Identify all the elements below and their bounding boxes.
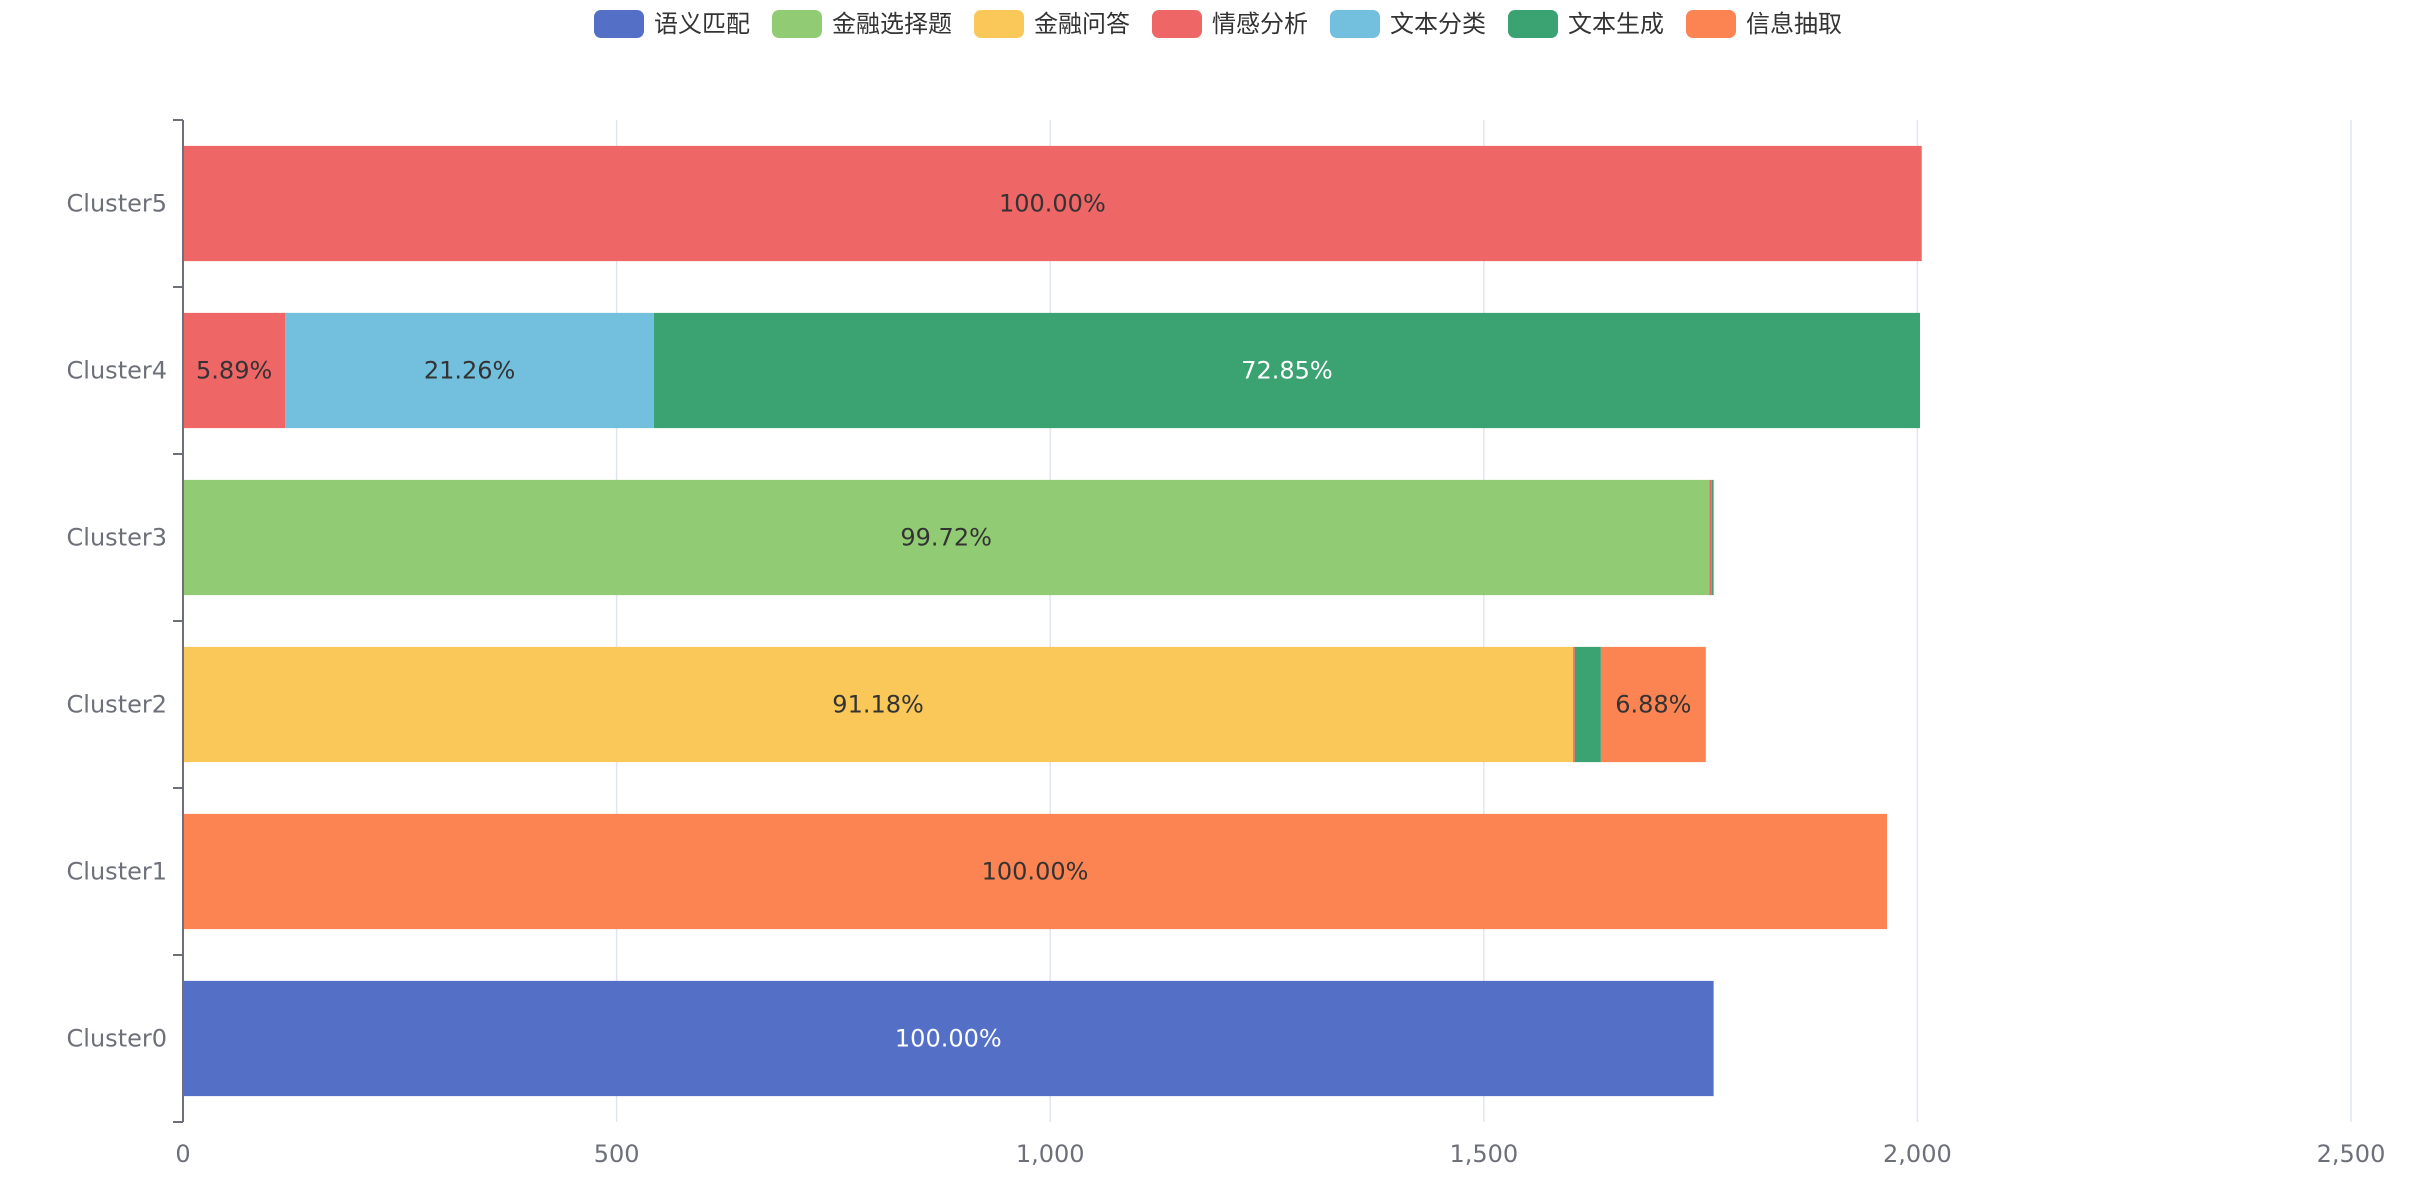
y-tick-label: Cluster5 [67, 190, 167, 218]
y-tick-label: Cluster0 [67, 1025, 167, 1053]
y-tick-label: Cluster1 [67, 858, 167, 886]
bar-segment-cluster3-series-1[interactable] [183, 479, 1710, 596]
legend-label: 信息抽取 [1746, 10, 1842, 38]
data-label: 72.85% [1241, 357, 1333, 385]
legend-label: 金融选择题 [832, 10, 952, 38]
axes-layer: Cluster0 Cluster1 Cluster2 Cluster3 Cluster4… [67, 119, 2386, 1168]
bar-segment-cluster4-series-5[interactable] [653, 312, 1921, 429]
bar-segment-cluster3-series-3[interactable] [1709, 479, 1712, 596]
x-tick-label: 1,500 [1449, 1140, 1518, 1168]
legend-item-6[interactable]: 信息抽取 [1686, 10, 1842, 38]
legend-swatch [594, 10, 644, 38]
y-tick-label: Cluster3 [67, 524, 167, 552]
legend-item-5[interactable]: 文本生成 [1508, 10, 1664, 38]
bar-segment-cluster4-series-3[interactable] [183, 312, 286, 429]
legend-item-2[interactable]: 金融问答 [974, 10, 1130, 38]
legend-item-0[interactable]: 语义匹配 [594, 10, 750, 38]
x-tick-label: 2,500 [2317, 1140, 2386, 1168]
bar-segment-cluster5-series-3[interactable] [183, 145, 1922, 262]
data-label: 91.18% [832, 691, 924, 719]
y-tick-label: Cluster4 [67, 357, 167, 385]
legend-item-1[interactable]: 金融选择题 [772, 10, 952, 38]
data-label: 100.00% [999, 190, 1106, 218]
legend-swatch [1508, 10, 1558, 38]
x-tick-label: 2,000 [1883, 1140, 1952, 1168]
data-label: 5.89% [196, 357, 272, 385]
legend-item-4[interactable]: 文本分类 [1330, 10, 1486, 38]
data-label: 6.88% [1615, 691, 1691, 719]
legend-label: 文本分类 [1390, 10, 1486, 38]
bar-segment-cluster1-series-6[interactable] [183, 813, 1888, 930]
legend[interactable]: 语义匹配 金融选择题 金融问答 情感分析 文本分类 文本生成 信息抽取 [594, 10, 1842, 38]
x-tick-label: 500 [594, 1140, 640, 1168]
bar-segment-cluster2-series-3[interactable] [1573, 646, 1575, 763]
bar-segment-cluster4-series-4[interactable] [285, 312, 654, 429]
legend-swatch [772, 10, 822, 38]
data-label: 100.00% [895, 1025, 1002, 1053]
data-label: 21.26% [424, 357, 516, 385]
x-tick-label: 1,000 [1016, 1140, 1085, 1168]
bar-segment-cluster2-series-5[interactable] [1574, 646, 1601, 763]
legend-item-3[interactable]: 情感分析 [1152, 10, 1308, 38]
legend-swatch [1686, 10, 1736, 38]
legend-label: 金融问答 [1034, 10, 1130, 38]
legend-label: 情感分析 [1212, 10, 1308, 38]
legend-swatch [974, 10, 1024, 38]
bar-segment-cluster3-series-5[interactable] [1711, 479, 1714, 596]
bar-segment-cluster0-series-0[interactable] [183, 980, 1714, 1097]
data-labels-layer: 100.00% 100.00% 91.18% 6.88% 99.72% 5.89% 21.2… [196, 190, 1691, 1053]
y-tick-label: Cluster2 [67, 691, 167, 719]
x-tick-label: 0 [175, 1140, 190, 1168]
bar-segment-cluster2-series-6[interactable] [1600, 646, 1706, 763]
bar-segment-cluster2-series-2[interactable] [183, 646, 1574, 763]
legend-label: 语义匹配 [654, 10, 750, 38]
data-label: 99.72% [900, 524, 992, 552]
bars-layer [183, 145, 1922, 1097]
grid-layer [615, 120, 2352, 1122]
legend-label: 文本生成 [1568, 10, 1664, 38]
data-label: 100.00% [982, 858, 1089, 886]
legend-swatch [1330, 10, 1380, 38]
legend-swatch [1152, 10, 1202, 38]
